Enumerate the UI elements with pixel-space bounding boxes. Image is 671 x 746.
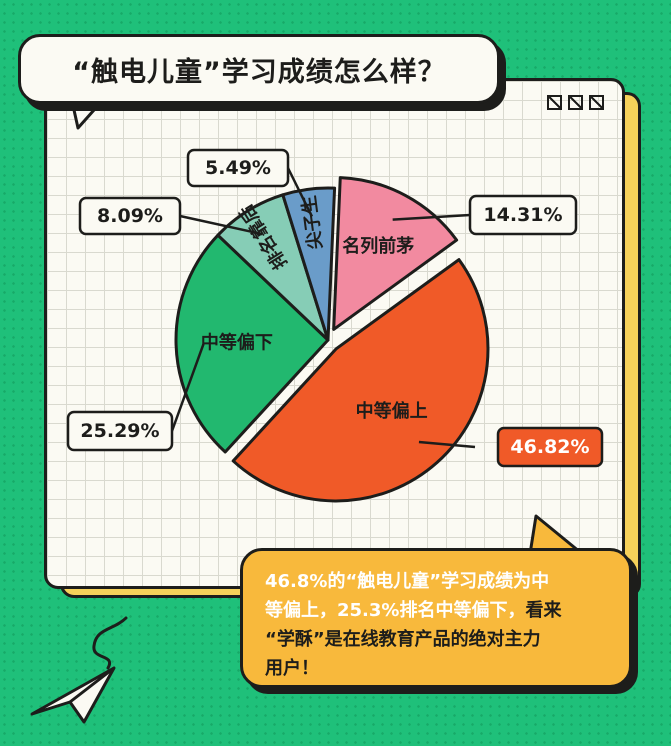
pie-slice	[281, 186, 337, 342]
note-line: 等偏上，25.3%排名中等偏下，看来	[265, 596, 609, 625]
slice-value-label: 14.31%	[483, 204, 562, 226]
slice-category-label: 中等偏上	[356, 400, 428, 422]
note-highlight: 等偏上，25.3%排名中等偏下，	[265, 600, 526, 621]
leader-line	[418, 440, 476, 449]
slice-value-label: 25.29%	[80, 420, 159, 442]
note-line: 用户！	[265, 658, 319, 679]
pie-slice	[174, 233, 330, 454]
leader-line	[392, 213, 471, 221]
paper-plane-icon	[30, 616, 128, 724]
slice-category-label: 中等偏下	[201, 332, 273, 354]
note-highlight: 46.8%的“触电儿童”学习成绩为中	[265, 571, 550, 592]
value-label-box	[66, 410, 174, 452]
window-control-icon[interactable]	[547, 95, 562, 110]
slice-value-label: 5.49%	[205, 157, 271, 179]
leader-line	[170, 343, 205, 432]
value-label-box	[186, 148, 290, 188]
note-line: “学酥”是在线教育产品的绝对主力	[265, 629, 541, 650]
value-label-box	[468, 194, 578, 236]
value-label-box	[496, 426, 604, 468]
slice-value-label: 8.09%	[97, 205, 163, 227]
slice-value-label: 46.82%	[510, 436, 589, 458]
value-label-box	[78, 196, 182, 236]
note-text: 看来	[525, 600, 562, 621]
window-controls	[547, 95, 604, 110]
note-line: 46.8%的“触电儿童”学习成绩为中	[265, 567, 609, 596]
leader-line	[179, 214, 263, 236]
window-control-icon[interactable]	[568, 95, 583, 110]
chart-title-text: “触电儿童”学习成绩怎么样？	[72, 56, 446, 88]
chart-title: “触电儿童”学习成绩怎么样？	[18, 34, 500, 104]
conclusion-note: 46.8%的“触电儿童”学习成绩为中 等偏上，25.3%排名中等偏下，看来 “学…	[240, 548, 632, 688]
slice-category-label: 名列前茅	[342, 235, 414, 257]
pie-slice	[231, 258, 490, 503]
window-control-icon[interactable]	[589, 95, 604, 110]
pie-slice	[332, 176, 459, 331]
leader-line	[286, 167, 314, 217]
